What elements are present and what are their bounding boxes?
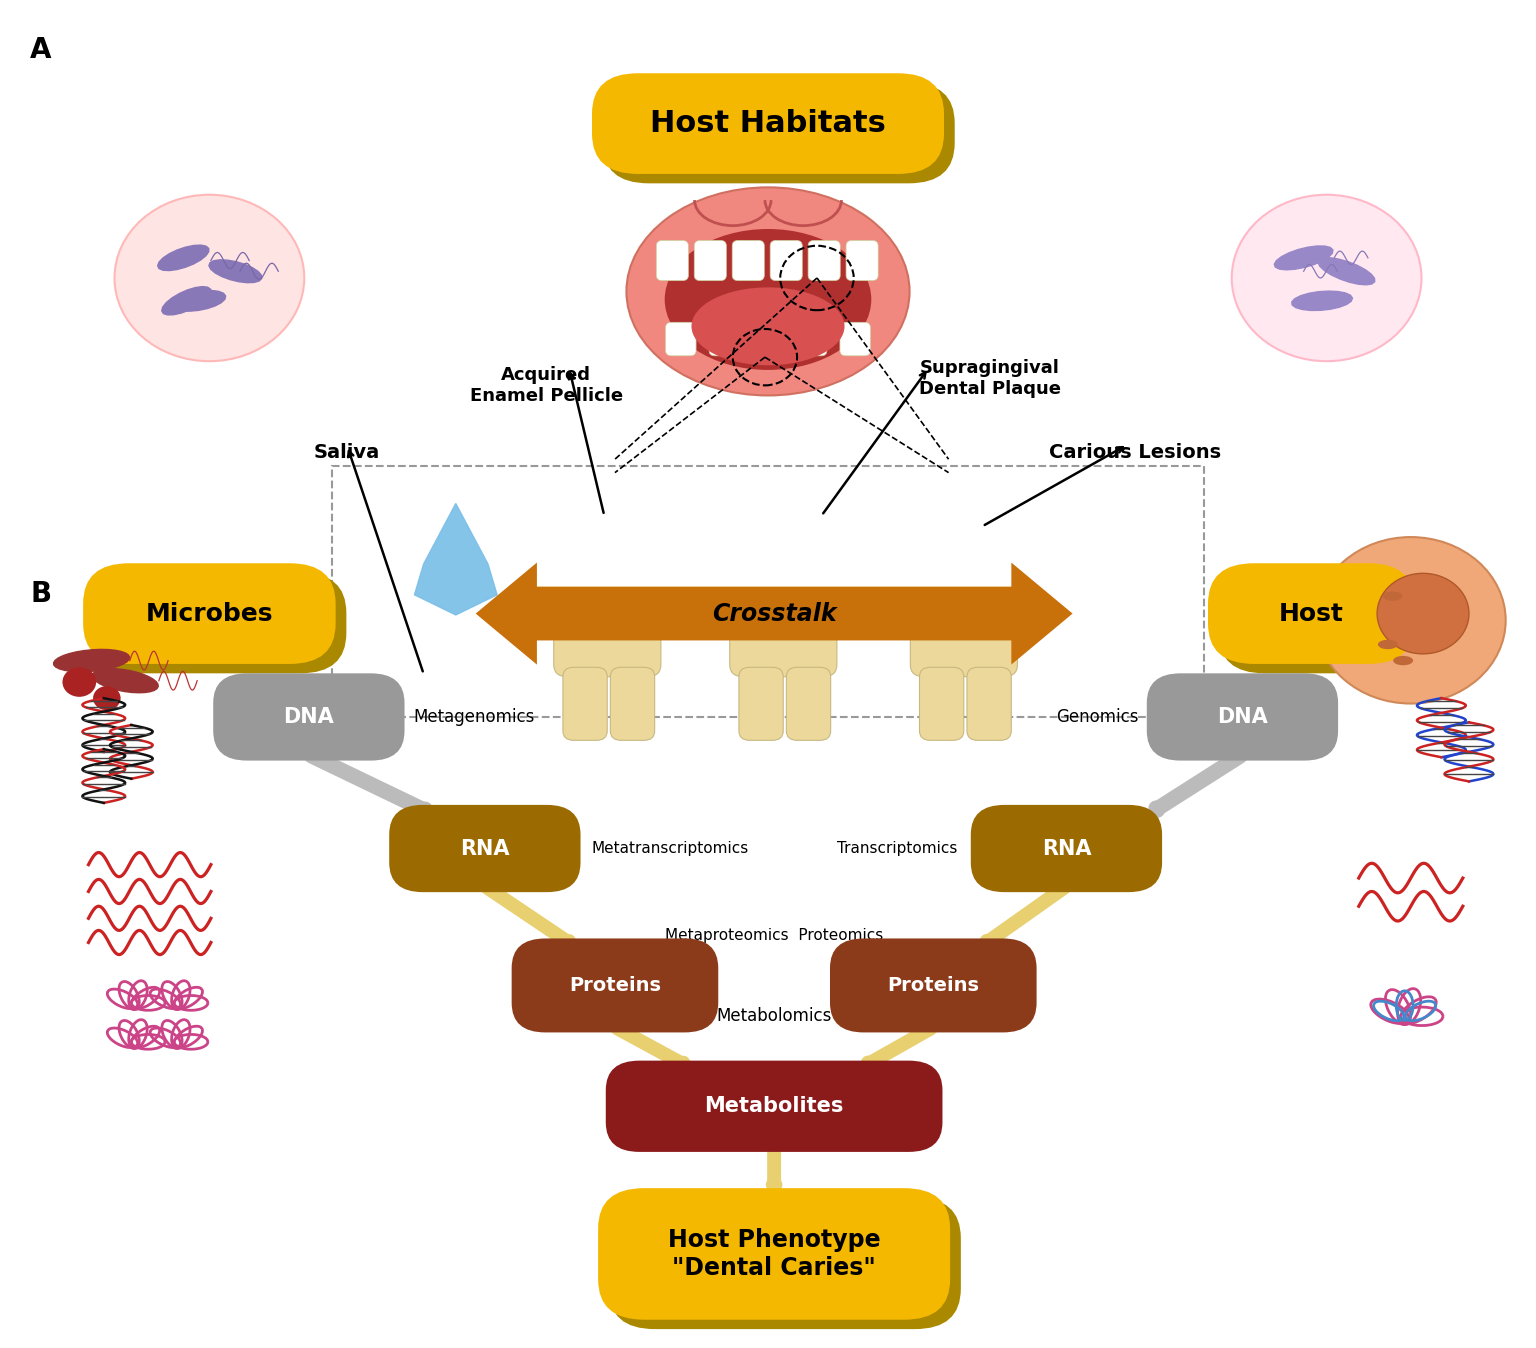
FancyBboxPatch shape: [605, 1061, 943, 1153]
Polygon shape: [415, 504, 498, 615]
FancyBboxPatch shape: [94, 573, 346, 674]
Polygon shape: [476, 562, 1072, 665]
FancyBboxPatch shape: [786, 667, 831, 740]
Text: Transcriptomics: Transcriptomics: [837, 841, 958, 856]
Text: Saliva: Saliva: [313, 443, 381, 462]
FancyBboxPatch shape: [389, 805, 581, 892]
FancyBboxPatch shape: [846, 240, 879, 280]
Circle shape: [1232, 194, 1421, 361]
Text: Microbes: Microbes: [146, 601, 273, 625]
Ellipse shape: [1382, 592, 1402, 601]
Ellipse shape: [691, 287, 845, 365]
FancyBboxPatch shape: [214, 674, 404, 760]
Circle shape: [115, 194, 304, 361]
Ellipse shape: [627, 187, 909, 395]
Polygon shape: [1275, 245, 1333, 270]
FancyBboxPatch shape: [753, 322, 783, 356]
FancyBboxPatch shape: [920, 667, 963, 740]
FancyBboxPatch shape: [911, 594, 1017, 677]
Text: Host Habitats: Host Habitats: [650, 109, 886, 137]
FancyBboxPatch shape: [591, 73, 945, 174]
Ellipse shape: [1378, 640, 1398, 650]
Polygon shape: [158, 245, 209, 271]
FancyBboxPatch shape: [1207, 563, 1415, 665]
FancyBboxPatch shape: [971, 805, 1163, 892]
FancyBboxPatch shape: [694, 240, 727, 280]
FancyBboxPatch shape: [83, 563, 336, 665]
FancyBboxPatch shape: [829, 938, 1037, 1033]
FancyBboxPatch shape: [608, 1197, 962, 1329]
Text: B: B: [31, 580, 51, 608]
Text: Metaproteomics  Proteomics: Metaproteomics Proteomics: [665, 929, 883, 944]
Text: Supragingival
Dental Plaque: Supragingival Dental Plaque: [919, 360, 1061, 398]
Text: A: A: [31, 36, 52, 65]
Text: Genomics: Genomics: [1055, 708, 1138, 727]
Ellipse shape: [665, 229, 871, 369]
Circle shape: [63, 667, 97, 697]
Text: Metabolites: Metabolites: [705, 1096, 843, 1116]
Text: RNA: RNA: [461, 838, 510, 859]
FancyBboxPatch shape: [770, 240, 802, 280]
FancyBboxPatch shape: [733, 240, 765, 280]
FancyBboxPatch shape: [554, 594, 660, 677]
FancyBboxPatch shape: [332, 466, 1204, 717]
Text: Carious Lesions: Carious Lesions: [1049, 443, 1221, 462]
FancyBboxPatch shape: [796, 322, 826, 356]
Text: Metagenomics: Metagenomics: [413, 708, 535, 727]
FancyBboxPatch shape: [840, 322, 871, 356]
FancyBboxPatch shape: [730, 594, 837, 677]
FancyBboxPatch shape: [1147, 674, 1338, 760]
Text: RNA: RNA: [1041, 838, 1091, 859]
Circle shape: [94, 686, 121, 710]
Text: Proteins: Proteins: [888, 976, 980, 995]
Text: Acquired
Enamel Pellicle: Acquired Enamel Pellicle: [470, 365, 622, 404]
Ellipse shape: [1393, 656, 1413, 666]
FancyBboxPatch shape: [511, 938, 719, 1033]
Text: DNA: DNA: [284, 706, 335, 727]
FancyBboxPatch shape: [610, 667, 654, 740]
Circle shape: [983, 593, 1014, 620]
FancyBboxPatch shape: [665, 322, 696, 356]
FancyBboxPatch shape: [710, 322, 740, 356]
Polygon shape: [172, 290, 226, 311]
Polygon shape: [1292, 291, 1353, 310]
FancyBboxPatch shape: [808, 240, 840, 280]
Polygon shape: [161, 287, 210, 315]
Text: Host Phenotype
"Dental Caries": Host Phenotype "Dental Caries": [668, 1228, 880, 1279]
FancyBboxPatch shape: [1218, 573, 1425, 674]
Text: Proteins: Proteins: [568, 976, 660, 995]
FancyBboxPatch shape: [739, 667, 783, 740]
FancyBboxPatch shape: [602, 82, 955, 183]
FancyBboxPatch shape: [968, 667, 1011, 740]
Polygon shape: [92, 669, 158, 693]
Text: DNA: DNA: [1217, 706, 1267, 727]
Circle shape: [1316, 537, 1505, 704]
Text: Host: Host: [1279, 601, 1344, 625]
Circle shape: [1378, 573, 1468, 654]
Polygon shape: [54, 650, 129, 671]
FancyBboxPatch shape: [562, 667, 607, 740]
Text: Crosstalk: Crosstalk: [711, 601, 837, 625]
Text: Metabolomics: Metabolomics: [716, 1007, 833, 1026]
FancyBboxPatch shape: [656, 240, 688, 280]
Polygon shape: [1318, 257, 1375, 284]
Polygon shape: [209, 260, 261, 283]
Text: Metatranscriptomics: Metatranscriptomics: [591, 841, 750, 856]
FancyBboxPatch shape: [598, 1188, 951, 1320]
